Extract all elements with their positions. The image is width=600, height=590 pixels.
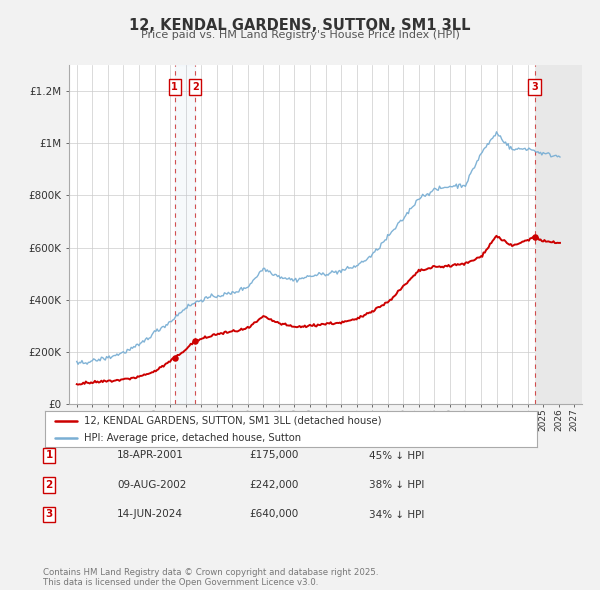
Text: 3: 3 (46, 510, 53, 519)
Text: £640,000: £640,000 (249, 510, 298, 519)
Text: HPI: Average price, detached house, Sutton: HPI: Average price, detached house, Sutt… (85, 433, 301, 443)
Bar (535, 65, 582, 404)
Text: 1: 1 (172, 82, 178, 92)
Text: 14-JUN-2024: 14-JUN-2024 (117, 510, 183, 519)
Text: 1: 1 (46, 451, 53, 460)
Text: Price paid vs. HM Land Registry's House Price Index (HPI): Price paid vs. HM Land Registry's House … (140, 30, 460, 40)
Point (170, 354, 179, 363)
Text: £175,000: £175,000 (249, 451, 298, 460)
Text: 12, KENDAL GARDENS, SUTTON, SM1 3LL: 12, KENDAL GARDENS, SUTTON, SM1 3LL (129, 18, 471, 32)
Text: £242,000: £242,000 (249, 480, 298, 490)
Text: 2: 2 (46, 480, 53, 490)
Text: 2: 2 (192, 82, 199, 92)
Point (530, 232, 539, 242)
Text: 45% ↓ HPI: 45% ↓ HPI (369, 451, 424, 460)
Text: 18-APR-2001: 18-APR-2001 (117, 451, 184, 460)
Text: 34% ↓ HPI: 34% ↓ HPI (369, 510, 424, 519)
Point (190, 336, 200, 346)
Text: 09-AUG-2002: 09-AUG-2002 (117, 480, 187, 490)
Bar (175, 65, 195, 404)
Text: 12, KENDAL GARDENS, SUTTON, SM1 3LL (detached house): 12, KENDAL GARDENS, SUTTON, SM1 3LL (det… (85, 415, 382, 425)
Text: 3: 3 (531, 82, 538, 92)
Text: Contains HM Land Registry data © Crown copyright and database right 2025.
This d: Contains HM Land Registry data © Crown c… (43, 568, 379, 587)
Text: 38% ↓ HPI: 38% ↓ HPI (369, 480, 424, 490)
